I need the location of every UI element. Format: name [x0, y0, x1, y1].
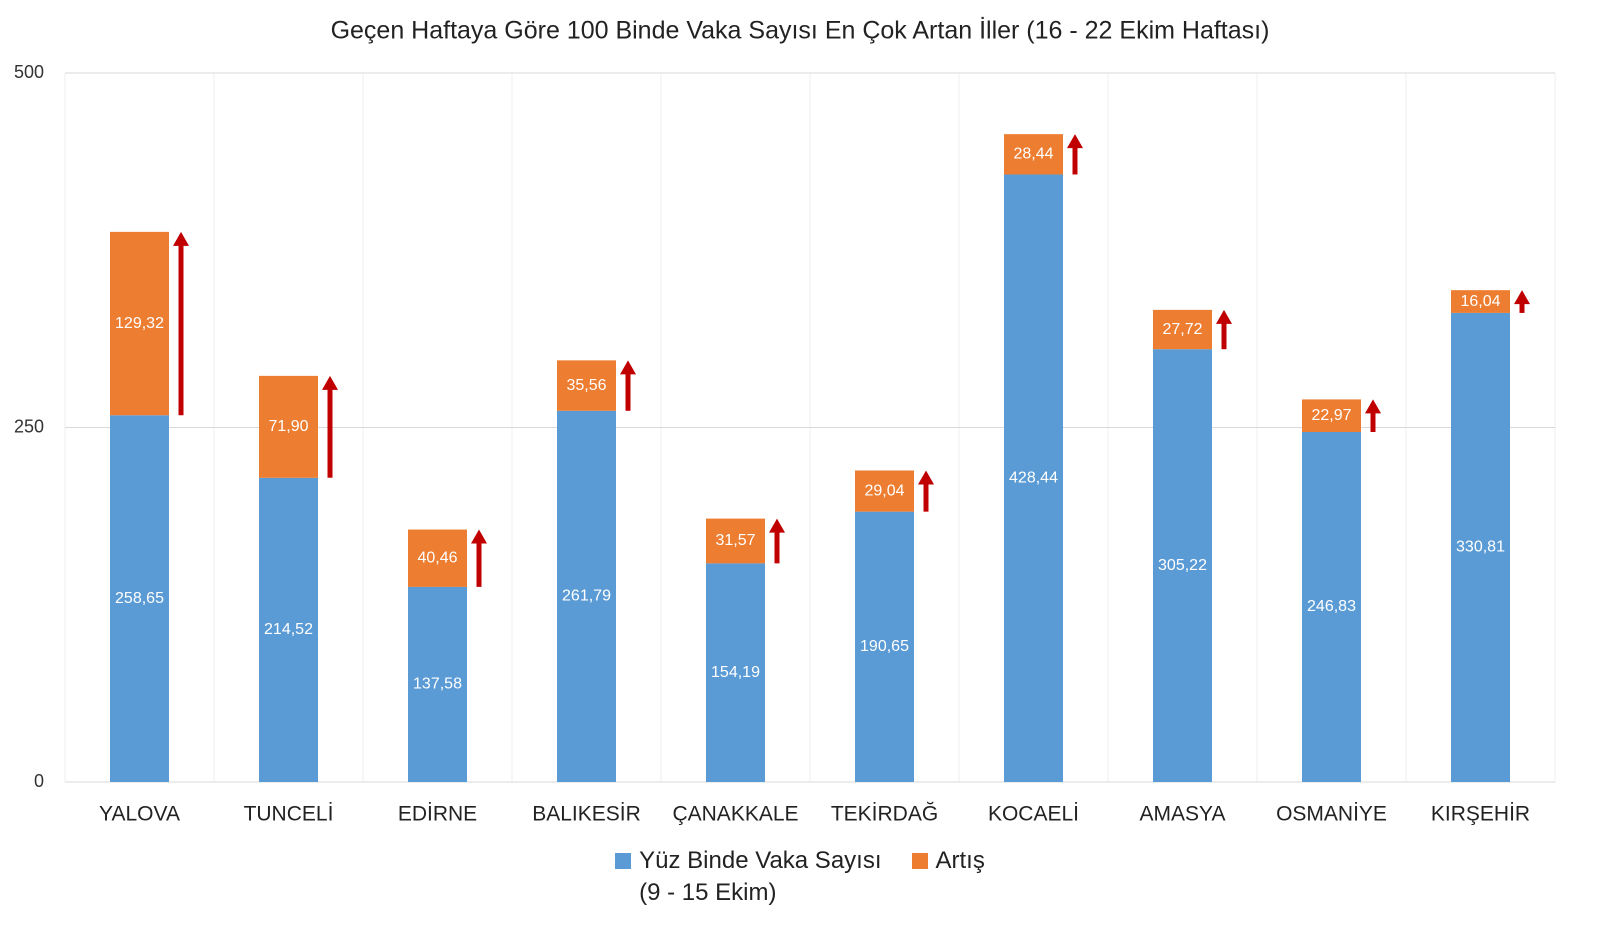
- legend-item: Artış: [911, 845, 985, 909]
- legend-item: Yüz Binde Vaka Sayısı (9 - 15 Ekim): [615, 845, 882, 909]
- x-tick-label: KIRŞEHİR: [1431, 803, 1530, 826]
- arrow-head: [918, 470, 934, 485]
- legend: Yüz Binde Vaka Sayısı (9 - 15 Ekim) Artış: [0, 845, 1600, 909]
- bar-segment: [706, 518, 765, 564]
- bar-segment: [110, 231, 169, 416]
- arrow-head: [322, 375, 338, 390]
- x-tick-label: TUNCELİ: [244, 803, 334, 826]
- value-label: 137,58: [413, 676, 462, 693]
- x-tick-label: OSMANİYE: [1276, 803, 1387, 826]
- y-tick-label: 500: [14, 62, 44, 82]
- value-label: 29,04: [864, 482, 904, 499]
- legend-swatch: [615, 853, 632, 869]
- bar-segment: [1153, 309, 1212, 350]
- bar-segment: [1153, 349, 1212, 782]
- value-label: 16,04: [1460, 293, 1500, 310]
- x-tick-label: EDİRNE: [398, 803, 477, 826]
- bar-segment: [408, 529, 467, 587]
- bar-segment: [408, 586, 467, 782]
- value-label: 330,81: [1456, 539, 1505, 556]
- arrow-head: [1216, 309, 1232, 324]
- bar-segment: [855, 470, 914, 512]
- bar-segment: [1302, 431, 1361, 782]
- x-tick-label: TEKİRDAĞ: [831, 803, 938, 826]
- x-tick-label: KOCAELİ: [988, 803, 1079, 826]
- legend-label: Artış: [935, 847, 985, 874]
- value-label: 40,46: [417, 549, 457, 566]
- bar-segment: [706, 563, 765, 782]
- x-tick-label: YALOVA: [99, 803, 180, 826]
- value-label: 246,83: [1307, 598, 1356, 615]
- value-label: 190,65: [860, 638, 909, 655]
- x-tick-label: AMASYA: [1140, 803, 1226, 826]
- x-tick-label: ÇANAKKALE: [672, 803, 798, 826]
- arrow-head: [471, 529, 487, 544]
- arrow-head: [769, 518, 785, 533]
- arrow-head: [1365, 399, 1381, 414]
- bar-segment: [110, 415, 169, 782]
- value-label: 428,44: [1009, 469, 1058, 486]
- bar-segment: [557, 410, 616, 782]
- value-label: 35,56: [566, 377, 606, 394]
- bar-segment: [557, 360, 616, 411]
- legend-label: Yüz Binde Vaka Sayısı (9 - 15 Ekim): [639, 847, 882, 906]
- value-label: 28,44: [1013, 146, 1053, 163]
- y-tick-label: 0: [34, 771, 44, 791]
- arrow-head: [620, 360, 636, 375]
- y-tick-label: 250: [14, 416, 44, 436]
- bar-segment: [1451, 312, 1510, 782]
- value-label: 22,97: [1311, 407, 1351, 424]
- arrow-head: [1067, 134, 1083, 149]
- value-label: 305,22: [1158, 557, 1207, 574]
- legend-swatch: [911, 853, 928, 869]
- bar-segment: [855, 511, 914, 782]
- arrow-head: [1514, 290, 1530, 305]
- bar-segment: [1004, 134, 1063, 175]
- arrow-head: [173, 231, 189, 246]
- value-label: 27,72: [1162, 321, 1202, 338]
- bar-segment: [259, 477, 318, 782]
- value-label: 258,65: [115, 590, 164, 607]
- value-label: 71,90: [268, 418, 308, 435]
- value-label: 129,32: [115, 315, 164, 332]
- bar-segment: [1004, 174, 1063, 783]
- value-label: 31,57: [715, 532, 755, 549]
- x-tick-label: BALIKESİR: [532, 803, 641, 826]
- value-label: 261,79: [562, 588, 611, 605]
- bar-segment: [1451, 290, 1510, 313]
- bar-segment: [259, 375, 318, 478]
- chart-title: Geçen Haftaya Göre 100 Binde Vaka Sayısı…: [331, 16, 1270, 45]
- value-label: 154,19: [711, 664, 760, 681]
- value-label: 214,52: [264, 621, 313, 638]
- bar-segment: [1302, 399, 1361, 432]
